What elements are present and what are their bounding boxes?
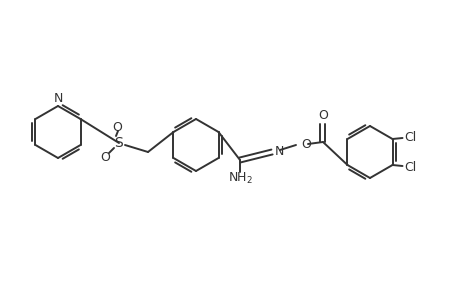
Text: O: O bbox=[100, 151, 110, 164]
Text: Cl: Cl bbox=[403, 130, 416, 143]
Text: N: N bbox=[53, 92, 62, 105]
Text: Cl: Cl bbox=[403, 160, 416, 173]
Text: O: O bbox=[112, 121, 122, 134]
Text: NH$_2$: NH$_2$ bbox=[227, 170, 252, 185]
Text: N: N bbox=[274, 145, 284, 158]
Text: O: O bbox=[300, 137, 310, 151]
Text: O: O bbox=[317, 109, 327, 122]
Text: S: S bbox=[114, 136, 123, 150]
